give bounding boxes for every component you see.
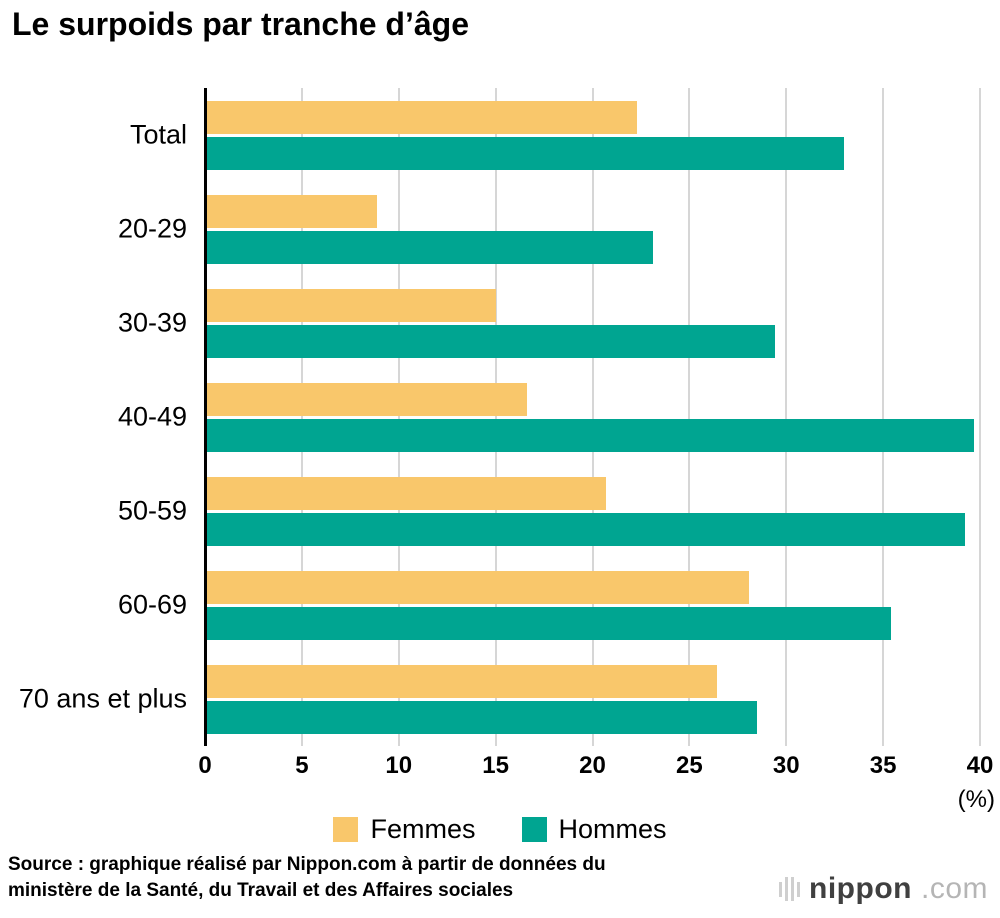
category-label: 70 ans et plus [18, 683, 187, 714]
x-tick-label: 0 [198, 752, 212, 779]
source-note: Source : graphique réalisé par Nippon.co… [8, 852, 606, 904]
legend-item-femmes: Femmes [333, 814, 476, 845]
legend-item-hommes: Hommes [521, 814, 667, 845]
bar-femmes [205, 664, 717, 698]
plot-area: Total 20-29 30-39 40-49 50-59 60-69 70 ans et … [19, 88, 981, 746]
gridline [882, 88, 885, 746]
x-tick-label: 20 [579, 752, 606, 779]
bar-femmes [205, 476, 607, 510]
legend-swatch [521, 817, 547, 842]
x-tick-label: 15 [482, 752, 509, 779]
bar-femmes [205, 194, 378, 228]
category-group: 20-29 [118, 182, 980, 276]
x-tick-label: 10 [385, 752, 413, 779]
x-axis-ticks: 0 5 10 15 20 25 30 35 40 [198, 752, 993, 782]
gridline [397, 88, 400, 746]
source-line-1: Source : graphique réalisé par Nippon.co… [8, 854, 606, 875]
category-label: Total [129, 119, 187, 150]
category-group: 70 ans et plus [19, 652, 980, 746]
logo-suffix: .com [920, 872, 988, 905]
x-tick-label: 30 [772, 752, 800, 779]
bar-hommes [205, 230, 653, 264]
gridline [785, 88, 788, 746]
bar-femmes [205, 570, 750, 604]
x-tick-label: 40 [966, 752, 994, 779]
category-label: 60-69 [117, 589, 187, 620]
bar-femmes [205, 100, 638, 134]
y-axis-line [204, 88, 207, 746]
bar-hommes [205, 512, 965, 546]
gridline [688, 88, 691, 746]
bar-hommes [205, 136, 845, 170]
legend-swatch [333, 817, 359, 842]
category-group: 40-49 [118, 370, 980, 464]
category-label: 50-59 [117, 495, 187, 526]
x-tick-label: 25 [676, 752, 703, 779]
chart-title: Le surpoids par tranche d’âge [12, 6, 469, 42]
bar-femmes [205, 288, 496, 322]
nippon-logo: nippon .com [779, 872, 988, 906]
source-line-2: ministère de la Santé, du Travail et des… [8, 880, 514, 901]
x-unit-label: (%) [957, 786, 995, 813]
category-label: 40-49 [117, 401, 187, 432]
x-tick-label: 5 [295, 752, 309, 779]
legend: Femmes Hommes [0, 814, 1000, 845]
bar-femmes [205, 382, 527, 416]
gridline [300, 88, 303, 746]
bar-hommes [205, 418, 975, 452]
legend-label: Femmes [370, 814, 476, 844]
gridlines [205, 88, 981, 746]
logo-name: nippon [809, 872, 912, 905]
category-group: 30-39 [118, 276, 980, 370]
chart-rows: Total 20-29 30-39 40-49 50-59 60-69 70 ans et … [19, 88, 980, 746]
bar-hommes [205, 700, 758, 734]
category-group: 50-59 [118, 464, 980, 558]
bar-hommes [205, 324, 775, 358]
x-tick-label: 35 [869, 752, 897, 779]
legend-label: Hommes [558, 814, 667, 844]
bar-hommes [205, 606, 891, 640]
category-group: 60-69 [118, 558, 980, 652]
category-label: 20-29 [117, 213, 187, 244]
category-label: 30-39 [117, 307, 187, 338]
logo-barcode-icon [779, 877, 801, 901]
gridline [591, 88, 594, 746]
category-group: Total [130, 88, 980, 182]
gridline [979, 88, 981, 746]
gridline [494, 88, 497, 746]
